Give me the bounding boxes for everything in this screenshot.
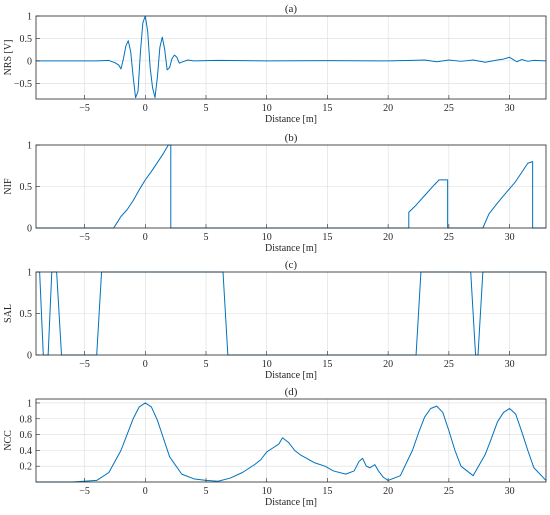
x-tick-label: 20 [383, 486, 393, 497]
x-tick-label: 0 [143, 232, 148, 243]
y-tick-label: −0.5 [14, 79, 32, 90]
y-tick-label: 1 [27, 268, 32, 279]
x-tick-label: 25 [444, 486, 454, 497]
y-tick-label: 1 [27, 398, 32, 409]
x-tick-label: 5 [204, 232, 209, 243]
x-tick-label: 25 [444, 232, 454, 243]
panel-title: (d) [285, 386, 298, 398]
x-tick-label: −5 [79, 359, 90, 370]
y-tick-label: 0.4 [20, 446, 33, 457]
panel-title: (b) [285, 132, 298, 144]
y-axis-label: SAL [3, 304, 14, 323]
x-tick-label: 15 [322, 103, 332, 114]
y-tick-label: 0.5 [20, 34, 33, 45]
x-tick-label: 20 [383, 232, 393, 243]
y-tick-label: 0 [27, 351, 32, 362]
axes-frame [35, 398, 547, 483]
series-line [36, 15, 547, 99]
x-tick-label: −5 [79, 486, 90, 497]
x-axis-label: Distance [m] [265, 243, 317, 254]
y-tick-label: 0.5 [20, 309, 33, 320]
x-tick-label: 10 [262, 486, 272, 497]
panel-2: −5 0 5 10 15 20 25 30 0 0.5 1 (b) Distance [m] NIF [3, 132, 547, 254]
x-tick-label: 25 [444, 359, 454, 370]
x-tick-label: 0 [143, 486, 148, 497]
y-axis-label: NIF [3, 178, 14, 195]
panel-title: (a) [285, 3, 298, 15]
x-tick-label: 20 [383, 103, 393, 114]
x-axis-label: Distance [m] [265, 370, 317, 381]
x-tick-label: 30 [505, 232, 515, 243]
x-tick-label: 10 [262, 232, 272, 243]
y-tick-label: 1 [27, 141, 32, 152]
x-tick-label: 5 [204, 486, 209, 497]
y-tick-label: 1 [27, 12, 32, 23]
x-axis-label: Distance [m] [265, 114, 317, 125]
series-line [36, 402, 547, 483]
y-axis-label: NCC [3, 430, 14, 451]
x-tick-label: 30 [505, 359, 515, 370]
panel-1: −5 0 5 10 15 20 25 30 −0.5 0 0.5 1 (a) Distance [m] NR… [3, 3, 547, 125]
x-tick-label: 15 [322, 486, 332, 497]
y-tick-label: 0.6 [20, 430, 33, 441]
x-tick-label: 5 [204, 103, 209, 114]
panel-4: −5 0 5 10 15 20 25 30 0.2 0.4 0.6 0.8 1 (d) Distance [… [3, 386, 547, 508]
x-tick-label: 30 [505, 103, 515, 114]
y-tick-label: 0.2 [20, 462, 33, 473]
x-tick-label: −5 [79, 232, 90, 243]
panel-title: (c) [285, 259, 298, 271]
x-tick-label: 20 [383, 359, 393, 370]
y-tick-label: 0.8 [20, 414, 33, 425]
x-tick-label: 25 [444, 103, 454, 114]
x-tick-label: 5 [204, 359, 209, 370]
y-tick-label: 0 [27, 224, 32, 235]
x-tick-label: 10 [262, 359, 272, 370]
x-tick-label: −5 [79, 103, 90, 114]
x-tick-label: 30 [505, 486, 515, 497]
panel-3: −5 0 5 10 15 20 25 30 0 0.5 1 (c) Distance [m] SAL [3, 259, 547, 381]
series-line [36, 144, 546, 229]
x-tick-label: 10 [262, 103, 272, 114]
x-tick-label: 15 [322, 232, 332, 243]
axes-frame [35, 15, 547, 100]
y-tick-label: 0 [27, 56, 32, 67]
x-tick-label: 0 [143, 359, 148, 370]
x-tick-label: 15 [322, 359, 332, 370]
y-axis-label: NRS [V] [3, 40, 14, 76]
y-tick-label: 0.5 [20, 182, 33, 193]
x-tick-label: 0 [143, 103, 148, 114]
x-axis-label: Distance [m] [265, 497, 317, 508]
